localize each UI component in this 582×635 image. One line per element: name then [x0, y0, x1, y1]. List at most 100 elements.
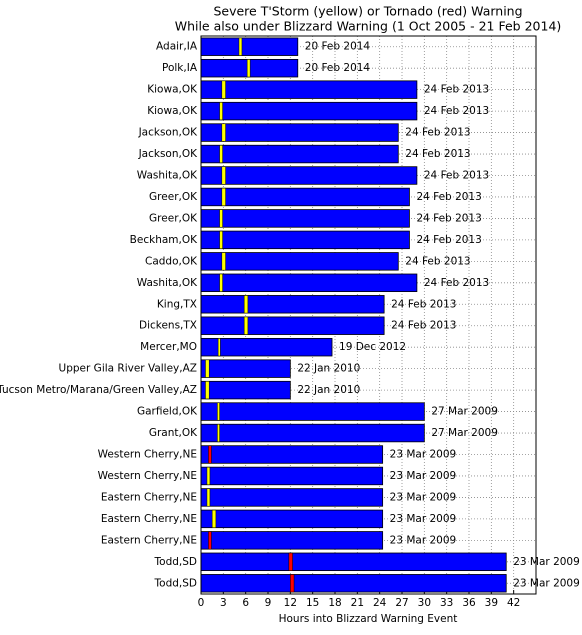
bar: [200, 230, 410, 250]
y-tick-label: Eastern Cherry,NE: [101, 513, 197, 525]
bar: [200, 445, 384, 464]
date-label: 19 Dec 2012: [339, 341, 406, 353]
y-tick-label: Garfield,OK: [137, 406, 198, 418]
date-label: 24 Feb 2013: [405, 255, 470, 267]
y-tick-label: Todd,SD: [154, 556, 197, 568]
bar: [200, 166, 418, 185]
date-label: 23 Mar 2009: [390, 491, 457, 503]
date-label: 23 Mar 2009: [390, 513, 457, 525]
warning-segment: [205, 381, 210, 400]
y-tick-label: Polk,IA: [162, 62, 198, 74]
bar: [200, 123, 399, 142]
date-label: 24 Feb 2013: [424, 84, 489, 96]
date-label: 23 Mar 2009: [390, 449, 457, 461]
y-tick-label: Jackson,OK: [138, 148, 199, 160]
date-label: 22 Jan 2010: [297, 384, 360, 396]
y-tick-label: Washita,OK: [137, 277, 198, 289]
x-tick-label: 6: [242, 597, 249, 609]
y-tick-label: Greer,OK: [149, 212, 198, 224]
date-label: 24 Feb 2013: [424, 277, 489, 289]
y-tick-label: King,TX: [157, 298, 197, 310]
x-tick-label: 15: [306, 597, 319, 609]
y-tick-label: Kiowa,OK: [147, 84, 198, 96]
bar: [200, 531, 384, 550]
warning-segment: [219, 209, 223, 228]
warning-segment: [206, 488, 211, 507]
y-tick-label: Beckham,OK: [130, 234, 198, 246]
bar: [200, 488, 384, 507]
warning-segment: [246, 59, 251, 78]
chart-title: Severe T'Storm (yellow) or Tornado (red)…: [213, 4, 522, 19]
y-tick-label: Jackson,OK: [138, 127, 199, 139]
y-tick-label: Caddo,OK: [145, 255, 198, 267]
x-tick-label: 33: [440, 597, 453, 609]
y-tick-label: Greer,OK: [149, 191, 198, 203]
y-tick-label: Mercer,MO: [140, 341, 197, 353]
date-label: 24 Feb 2013: [424, 170, 489, 182]
warning-segment: [243, 295, 249, 314]
y-tick-label: Washita,OK: [137, 170, 198, 182]
bar: [200, 466, 384, 486]
y-tick-label: Eastern Cherry,NE: [101, 491, 197, 503]
bar: [200, 402, 425, 421]
warning-segment: [221, 252, 226, 271]
x-tick-label: 0: [198, 597, 205, 609]
warning-segment: [221, 123, 226, 142]
y-tick-label: Eastern Cherry,NE: [101, 534, 197, 546]
date-label: 22 Jan 2010: [297, 363, 360, 375]
warning-segment: [219, 273, 223, 292]
warning-segment: [217, 338, 221, 357]
x-tick-label: 24: [373, 597, 387, 609]
date-label: 24 Feb 2013: [424, 105, 489, 117]
date-label: 23 Mar 2009: [390, 470, 457, 482]
y-tick-label: Dickens,TX: [139, 320, 197, 332]
y-tick-label: Kiowa,OK: [147, 105, 198, 117]
bar: [200, 209, 410, 228]
y-tick-label: Upper Gila River Valley,AZ: [59, 363, 197, 375]
date-label: 23 Mar 2009: [513, 556, 580, 568]
x-tick-label: 30: [418, 597, 431, 609]
x-tick-label: 42: [507, 597, 520, 609]
warning-segment: [208, 531, 212, 550]
x-tick-label: 21: [351, 597, 364, 609]
bar: [200, 337, 333, 357]
date-label: 24 Feb 2013: [391, 320, 456, 332]
warning-segment: [290, 574, 295, 593]
date-label: 24 Feb 2013: [405, 148, 470, 160]
bar: [200, 380, 291, 400]
warning-segment: [221, 187, 226, 207]
warning-segment: [221, 80, 226, 99]
warning-segment: [211, 509, 217, 528]
axes-frame: [200, 35, 537, 595]
warning-segment: [217, 423, 220, 443]
bar: [200, 187, 410, 207]
bar: [200, 359, 291, 378]
chart-subtitle: While also under Blizzard Warning (1 Oct…: [175, 19, 562, 34]
x-tick-label: 12: [284, 597, 297, 609]
y-tick-label: Todd,SD: [154, 577, 197, 589]
y-tick-label: Western Cherry,NE: [98, 449, 197, 461]
date-label: 27 Mar 2009: [431, 406, 498, 418]
bar: [200, 423, 425, 443]
warning-segment: [217, 402, 220, 421]
x-tick-label: 3: [220, 597, 227, 609]
bar: [200, 101, 418, 121]
date-label: 24 Feb 2013: [391, 298, 456, 310]
warning-segment: [238, 37, 243, 56]
x-tick-label: 9: [265, 597, 272, 609]
warning-segment: [288, 552, 293, 571]
x-axis-label: Hours into Blizzard Warning Event: [279, 613, 458, 625]
y-tick-label: Tucson Metro/Marana/Green Valley,AZ: [0, 384, 197, 396]
warning-segment: [243, 316, 249, 335]
y-tick-label: Grant,OK: [149, 427, 198, 439]
date-label: 24 Feb 2013: [416, 234, 481, 246]
bar: [200, 80, 418, 99]
y-tick-label: Western Cherry,NE: [98, 470, 197, 482]
date-label: 23 Mar 2009: [513, 577, 580, 589]
bar: [200, 552, 507, 572]
date-label: 24 Feb 2013: [405, 127, 470, 139]
y-tick-label: Adair,IA: [156, 41, 198, 53]
warning-segment: [219, 144, 223, 164]
bar: [200, 316, 385, 335]
